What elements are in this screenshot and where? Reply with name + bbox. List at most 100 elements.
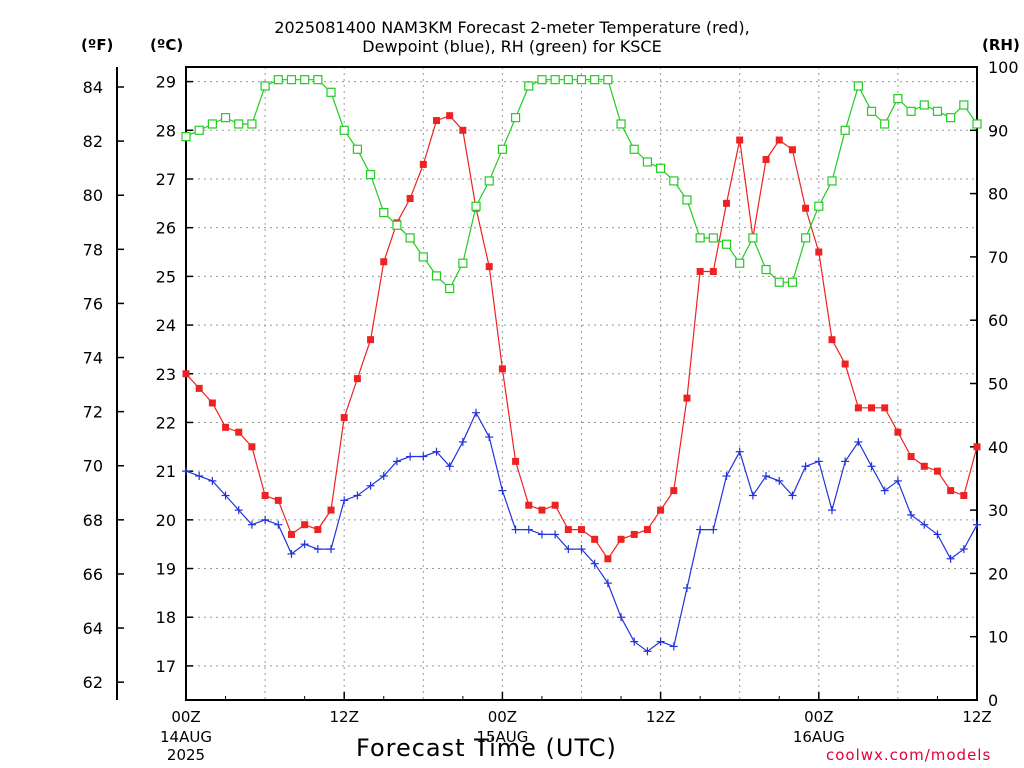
temperature-point (709, 268, 717, 276)
celsius-tick-label: 27 (156, 170, 176, 189)
dewpoint-point (617, 613, 626, 622)
rh-tick-label: 60 (988, 311, 1008, 330)
temperature-point (591, 535, 599, 543)
dewpoint-point (630, 637, 639, 646)
temperature-point (512, 457, 520, 465)
dewpoint-point (300, 540, 309, 549)
temperature-point (446, 112, 454, 120)
temperature-point (683, 394, 691, 402)
temperature-point (195, 384, 203, 392)
temperature-point (696, 268, 704, 276)
rh-point (946, 113, 956, 123)
fahrenheit-tick-label: 78 (83, 240, 103, 259)
x-tick-date: 16AUG (793, 728, 845, 746)
rh-tick-label: 10 (988, 628, 1008, 647)
rh-point (866, 106, 877, 116)
rh-point (392, 220, 402, 230)
temperature-point (235, 428, 243, 436)
rh-point (603, 75, 613, 85)
dewpoint-point (287, 549, 296, 558)
dewpoint-point (472, 408, 481, 417)
rh-point (801, 233, 811, 243)
rh-point (405, 233, 415, 243)
dewpoint-point (313, 545, 322, 554)
dewpoint-point (195, 472, 204, 481)
temperature-point (723, 199, 731, 207)
temperature-point (248, 443, 256, 451)
chart-subtitle: Dewpoint (blue), RH (green) for KSCE (362, 37, 662, 56)
temperature-point (222, 423, 230, 431)
rh-unit-label: (RH) (982, 36, 1020, 54)
temperature-point (630, 530, 638, 538)
temperature-point (894, 428, 902, 436)
dewpoint-point (682, 584, 691, 593)
rh-point (616, 119, 626, 129)
celsius-unit-label: (ºC) (150, 36, 184, 54)
rh-point (642, 157, 653, 167)
temperature-point (208, 399, 216, 407)
temperature-point (947, 487, 955, 495)
temperature-point (973, 443, 981, 451)
temperature-point (367, 336, 375, 344)
dewpoint-point (841, 457, 850, 466)
dewpoint-point (946, 554, 955, 563)
temperature-point (788, 146, 796, 154)
rh-tick-label: 90 (988, 121, 1008, 140)
chart-title: 2025081400 NAM3KM Forecast 2-meter Tempe… (274, 18, 750, 37)
dewpoint-point (247, 520, 256, 529)
temperature-point (604, 555, 612, 563)
temperature-point (881, 404, 889, 412)
celsius-tick-label: 24 (156, 316, 176, 335)
dewpoint-point (458, 437, 467, 446)
rh-point (563, 75, 573, 85)
dewpoint-point (485, 433, 494, 442)
rh-point (326, 87, 336, 97)
temperature-point (274, 496, 282, 504)
celsius-tick-label: 29 (156, 73, 176, 92)
temperature-point (670, 487, 678, 495)
rh-tick-label: 100 (988, 58, 1019, 77)
temperature-point (854, 404, 862, 412)
celsius-tick-label: 19 (156, 560, 176, 579)
grid-lines (186, 67, 977, 700)
rh-point (510, 113, 521, 123)
rh-point (893, 94, 903, 104)
dewpoint-point (893, 476, 902, 485)
dewpoint-point (748, 491, 757, 500)
rh-point (932, 106, 943, 116)
temperature-point (485, 263, 493, 271)
plot-border (185, 66, 978, 701)
rh-point (524, 81, 534, 91)
dewpoint-point (406, 452, 415, 461)
dewpoint-point (656, 637, 665, 646)
dewpoint-point (696, 525, 705, 534)
celsius-tick-label: 21 (156, 462, 176, 481)
rh-tick-label: 30 (988, 501, 1008, 520)
dewpoint-point (564, 545, 573, 554)
rh-point (431, 271, 442, 281)
dewpoint-point (973, 520, 981, 529)
fahrenheit-tick-label: 72 (83, 403, 103, 422)
dewpoint-point (274, 520, 283, 529)
temperature-point (907, 453, 915, 461)
rh-point (286, 75, 297, 85)
rh-point (774, 277, 784, 287)
rh-point (339, 125, 349, 135)
temperature-point (261, 491, 269, 499)
rh-point (959, 100, 969, 110)
rh-point (629, 144, 639, 154)
dewpoint-point (907, 510, 916, 519)
temperature-point (182, 370, 190, 378)
rh-point (458, 258, 468, 268)
temperature-point (287, 530, 295, 538)
dewpoint-point (775, 476, 784, 485)
temperature-point (933, 467, 941, 475)
dewpoint-point (801, 462, 810, 471)
rh-point (379, 207, 389, 218)
rh-point (300, 75, 310, 85)
series-rh (181, 75, 982, 294)
rh-point (735, 258, 745, 268)
rh-point (576, 75, 587, 85)
rh-point (853, 81, 863, 91)
